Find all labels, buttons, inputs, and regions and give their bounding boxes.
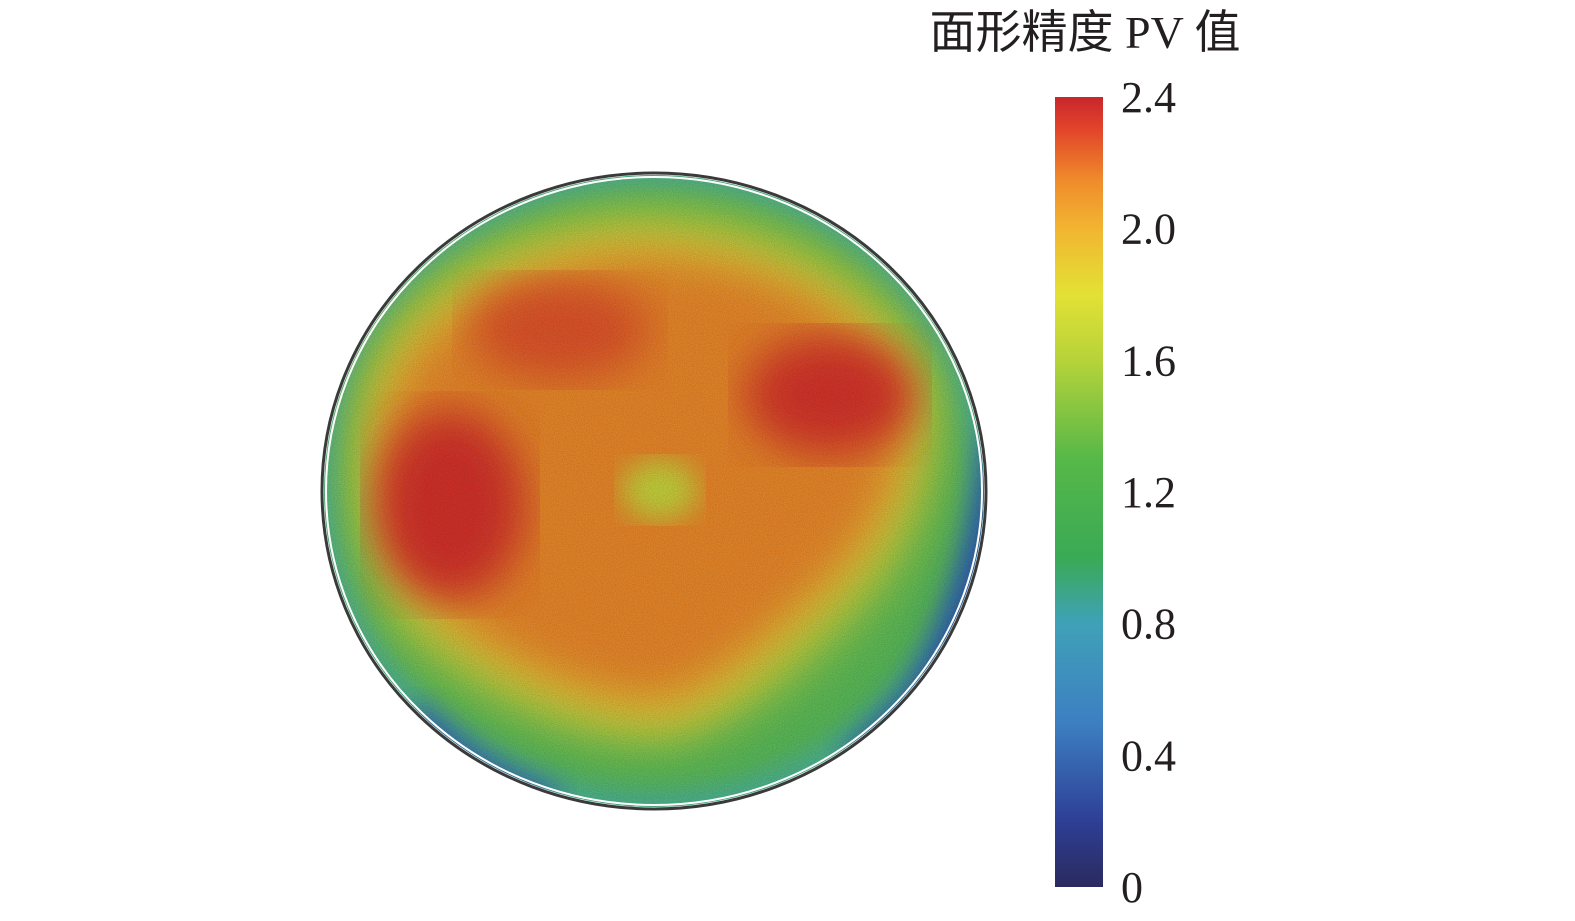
colorbar-tick-label: 1.6	[1121, 336, 1176, 385]
heatmap-noise	[324, 175, 984, 807]
aperture-outline	[320, 171, 988, 811]
colorbar-tick-label: 0.4	[1121, 731, 1176, 780]
colorbar-tick-label: 0	[1121, 863, 1143, 912]
colorbar-tick-label: 2.4	[1121, 73, 1176, 122]
colorbar: 面形精度 PV 值 2.4 2.0 1.6 1.2 0.8 0.4 0	[930, 7, 1241, 912]
colorbar-tick-label: 1.2	[1121, 468, 1176, 517]
colorbar-tick-label: 0.8	[1121, 600, 1176, 649]
aperture-inner-outline	[325, 176, 983, 806]
colorbar-bar	[1055, 97, 1103, 887]
colorbar-tick-label: 2.0	[1121, 205, 1176, 254]
colorbar-ticks: 2.4 2.0 1.6 1.2 0.8 0.4 0	[1121, 73, 1176, 912]
colorbar-title: 面形精度 PV 值	[930, 7, 1241, 58]
surface-heatmap	[324, 175, 984, 807]
